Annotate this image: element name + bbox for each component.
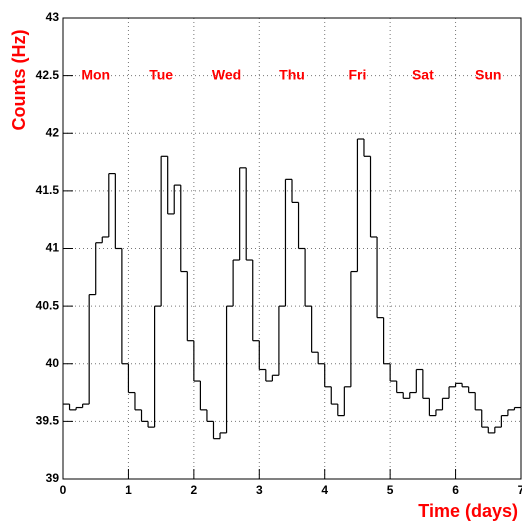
x-tick-label: 0 bbox=[60, 483, 67, 497]
x-tick-label: 2 bbox=[191, 483, 198, 497]
x-tick-label: 6 bbox=[452, 483, 459, 497]
y-tick-label: 39 bbox=[46, 471, 60, 485]
x-tick-label: 5 bbox=[387, 483, 394, 497]
day-label: Sat bbox=[412, 66, 434, 82]
y-tick-label: 42.5 bbox=[36, 68, 60, 82]
y-tick-label: 40.5 bbox=[36, 298, 60, 312]
x-tick-label: 1 bbox=[125, 483, 132, 497]
y-axis-label: Counts (Hz) bbox=[9, 30, 29, 131]
x-tick-label: 3 bbox=[256, 483, 263, 497]
y-tick-label: 40 bbox=[46, 356, 60, 370]
day-label: Tue bbox=[149, 66, 173, 82]
x-tick-label: 4 bbox=[321, 483, 328, 497]
y-tick-label: 39.5 bbox=[36, 414, 60, 428]
day-label: Mon bbox=[81, 66, 110, 82]
y-tick-label: 42 bbox=[46, 125, 60, 139]
plot-frame bbox=[62, 17, 522, 480]
x-tick-label: 7 bbox=[518, 483, 522, 497]
day-label: Wed bbox=[212, 66, 241, 82]
y-tick-label: 41 bbox=[46, 241, 60, 255]
day-label: Thu bbox=[279, 66, 305, 82]
x-axis-label: Time (days) bbox=[418, 501, 518, 521]
y-tick-label: 41.5 bbox=[36, 183, 60, 197]
day-label: Fri bbox=[348, 66, 366, 82]
y-tick-label: 43 bbox=[46, 10, 60, 24]
day-label: Sun bbox=[475, 66, 501, 82]
